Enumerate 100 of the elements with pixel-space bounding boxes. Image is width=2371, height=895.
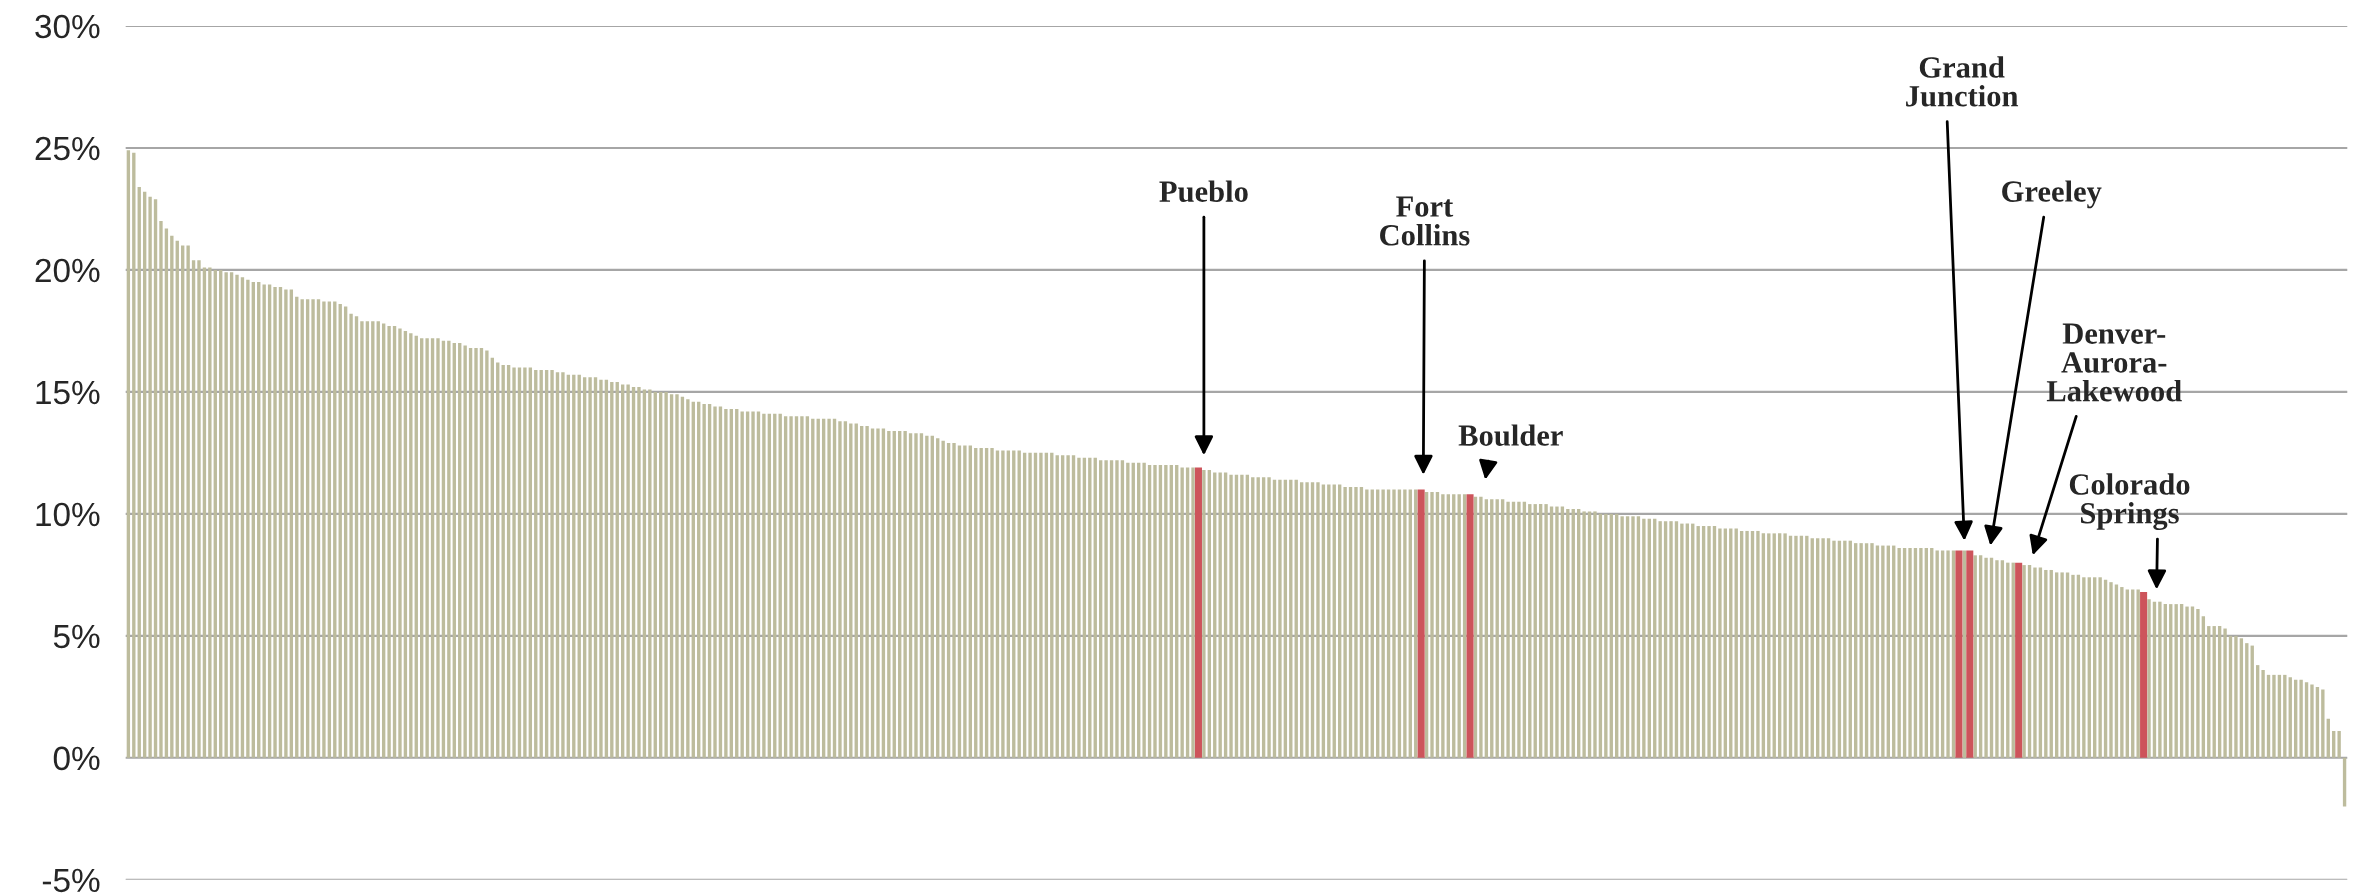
annotation: Colorado Springs: [2069, 473, 2190, 531]
bar: [838, 421, 842, 758]
y-tick-label: 0%: [53, 746, 100, 771]
annotation: Pueblo: [1159, 180, 1248, 202]
bar: [2109, 582, 2113, 758]
bar: [1919, 548, 1923, 758]
bar: [1506, 501, 1510, 758]
bar: [1441, 494, 1445, 758]
bar: [2272, 674, 2276, 758]
bar: [1267, 477, 1271, 758]
bar: [2098, 577, 2102, 758]
bar: [1620, 516, 1624, 758]
bar: [349, 313, 353, 758]
bar: [740, 411, 744, 758]
bar: [2147, 599, 2151, 758]
bar: [702, 404, 706, 758]
bar: [1153, 465, 1157, 758]
bar: [1631, 516, 1635, 758]
bar: [990, 447, 994, 758]
bar: [1707, 526, 1711, 758]
y-tick-label: 20%: [35, 258, 100, 283]
bar: [501, 365, 505, 758]
bar: [1718, 528, 1722, 758]
bar: [1843, 540, 1847, 758]
bar: [1305, 482, 1309, 758]
bar: [1001, 450, 1005, 758]
bar: [827, 418, 831, 758]
bar: [1566, 508, 1570, 758]
bar: [903, 430, 907, 758]
bar: [2234, 635, 2238, 758]
bar: [322, 301, 326, 758]
bar: [2022, 565, 2026, 758]
bar: [1365, 489, 1369, 758]
bar: [1316, 482, 1320, 758]
bar: [648, 389, 652, 758]
bar: [1897, 548, 1901, 758]
y-tick-label: 25%: [35, 136, 100, 161]
bar: [1946, 550, 1950, 758]
y-tick-label: 10%: [36, 502, 100, 527]
annotation: Grand Junction: [1906, 56, 2019, 107]
bar: [1381, 489, 1385, 758]
bar: [2299, 679, 2303, 758]
bar: [1544, 504, 1548, 758]
bar: [1859, 543, 1863, 758]
bar: [550, 369, 554, 758]
bar: [447, 340, 451, 758]
bar: [2082, 577, 2086, 758]
bar: [186, 245, 190, 758]
bar: [1457, 494, 1461, 758]
bar: [588, 377, 592, 758]
bar: [262, 284, 266, 758]
bar: [1658, 521, 1662, 758]
bar: [1783, 533, 1787, 758]
bar: [159, 221, 163, 758]
bar: [800, 416, 804, 758]
bar: [941, 440, 945, 758]
bar: [523, 367, 527, 758]
bar: [1881, 545, 1885, 758]
bar: [2060, 572, 2064, 758]
bar: [887, 430, 891, 758]
bar: [599, 379, 603, 758]
bar: [2321, 689, 2325, 758]
bar: [1028, 452, 1032, 758]
bar: [762, 413, 766, 758]
bar: [273, 286, 277, 758]
bar: [463, 345, 467, 758]
bar: [197, 260, 201, 758]
bar: [1104, 460, 1108, 758]
bar: [2158, 601, 2162, 758]
bar: [713, 406, 717, 758]
bar: [246, 279, 250, 758]
bar: [1327, 484, 1331, 758]
bar: [2071, 574, 2075, 758]
bar: [512, 367, 516, 758]
bar: [2196, 609, 2200, 758]
bar: [1832, 540, 1836, 758]
bar: [925, 435, 929, 758]
bar: [1164, 465, 1168, 758]
bar: [1696, 526, 1700, 758]
bar: [1088, 457, 1092, 758]
bar: [2120, 587, 2124, 758]
bar: [1191, 467, 1195, 758]
y-tick-label: 30%: [35, 14, 100, 39]
bar: [1240, 474, 1244, 758]
bar: [436, 338, 440, 758]
y-tick-label: 5%: [53, 624, 100, 649]
bar: [751, 411, 755, 758]
bar: [876, 428, 880, 758]
bar: [914, 433, 918, 758]
bar: [1805, 535, 1809, 758]
bar: [1745, 530, 1749, 758]
bar: [963, 445, 967, 758]
y-tick-label: -5%: [42, 868, 100, 893]
bar: [2332, 730, 2336, 758]
bar: [1870, 543, 1874, 758]
bar: [686, 399, 690, 758]
bar: [485, 350, 489, 758]
bar: [1202, 469, 1206, 758]
bar: [224, 272, 228, 758]
annotation: Boulder: [1458, 424, 1563, 446]
